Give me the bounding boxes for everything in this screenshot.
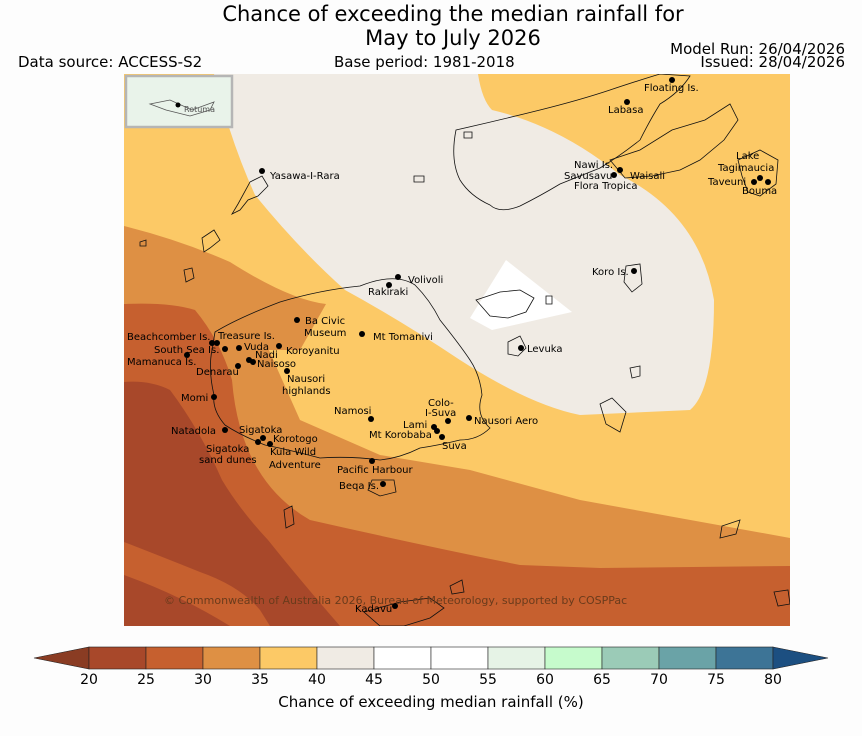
place-label: Kadavu — [355, 604, 392, 615]
probability-map: Rotuma — [124, 74, 790, 626]
colorbar-tick-label: 65 — [593, 672, 611, 688]
colorbar-tick-label: 20 — [80, 672, 98, 688]
colorbar-tick-label: 70 — [650, 672, 668, 688]
colorbar-tick-label: 45 — [365, 672, 383, 688]
colorbar-cell — [601, 646, 660, 670]
place-label: Museum — [304, 328, 346, 339]
rotuma-inset — [124, 74, 234, 129]
place-label: Nausori — [287, 374, 325, 385]
place-label: Korotogo — [273, 434, 318, 445]
colorbar-cells — [88, 646, 774, 670]
title-line-2: May to July 2026 — [365, 26, 541, 50]
rotuma-label: Rotuma — [184, 105, 215, 114]
colorbar-cell — [145, 646, 204, 670]
place-label: Koro Is. — [592, 267, 629, 278]
colorbar-tick-label: 80 — [764, 672, 782, 688]
place-label: Natadola — [171, 426, 216, 437]
colorbar-cell — [658, 646, 717, 670]
colorbar-tick-label: 40 — [308, 672, 326, 688]
colorbar-cell — [715, 646, 774, 670]
place-label: Floating Is. — [644, 83, 699, 94]
place-label: Beachcomber Is. — [127, 332, 210, 343]
place-label: Rakiraki — [368, 287, 408, 298]
place-label: highlands — [282, 386, 331, 397]
colorbar-tick-label: 35 — [251, 672, 269, 688]
place-label: Sigatoka — [239, 425, 282, 436]
colorbar-cell — [259, 646, 318, 670]
colorbar-tick-label: 25 — [137, 672, 155, 688]
place-label: Flora Tropica — [574, 181, 637, 192]
place-label: Mamanuca Is. — [127, 357, 196, 368]
colorbar-cell — [544, 646, 603, 670]
band-40-45 — [214, 74, 714, 415]
colorbar-cell — [487, 646, 546, 670]
place-label: Vuda — [244, 342, 269, 353]
place-label: Naisoso — [257, 359, 296, 370]
model-run: Model Run: 26/04/2026 — [670, 40, 845, 58]
place-label: Nausori Aero — [474, 416, 538, 427]
colorbar-tick-label: 55 — [479, 672, 497, 688]
place-label: Lami — [403, 420, 427, 431]
colorbar-tick-label: 60 — [536, 672, 554, 688]
place-label: Tagimaucia — [717, 163, 774, 174]
colorbar-label: Chance of exceeding median rainfall (%) — [278, 693, 584, 711]
place-label: Mt Korobaba — [369, 430, 432, 441]
station-markers — [184, 77, 771, 609]
colorbar-over-arrow — [772, 646, 829, 670]
chart-title: Chance of exceeding the median rainfall … — [0, 2, 862, 50]
place-label: Levuka — [527, 344, 563, 355]
place-label: Namosi — [334, 406, 371, 417]
coastlines — [139, 74, 790, 626]
place-label: Pacific Harbour — [337, 465, 414, 476]
place-label: I-Suva — [425, 408, 456, 419]
place-label: Nawi Is. — [574, 160, 613, 171]
place-label: Nadi — [255, 350, 278, 361]
colorbar-cell — [430, 646, 489, 670]
place-label: Yasawa-I-Rara — [269, 171, 340, 182]
place-label: Labasa — [608, 105, 644, 116]
colorbar — [33, 646, 829, 670]
place-label: Beqa Is. — [339, 481, 379, 492]
colorbar-tick-label: 75 — [707, 672, 725, 688]
place-label: Volivoli — [408, 275, 443, 286]
place-label: Lake — [736, 151, 759, 162]
band-25-30 — [124, 303, 790, 626]
place-label: Bouma — [742, 186, 777, 197]
band-20-25-south — [124, 575, 230, 626]
place-label: Adventure — [269, 460, 321, 471]
place-labels: Floating Is. Labasa Yasawa-I-Rara Nawi I… — [127, 83, 777, 615]
colorbar-cell — [88, 646, 147, 670]
place-label: sand dunes — [199, 455, 257, 466]
place-label: South Sea Is. — [154, 345, 219, 356]
colorbar-cell — [373, 646, 432, 670]
place-label: Denarau — [196, 367, 239, 378]
place-label: Koroyanitu — [286, 346, 340, 357]
place-label: Ba Civic — [305, 316, 345, 327]
colorbar-under-arrow — [33, 646, 90, 670]
copyright-notice: © Commonwealth of Australia 2026, Bureau… — [164, 594, 627, 607]
band-45-50 — [470, 260, 572, 330]
colorbar-tick-label: 50 — [422, 672, 440, 688]
rotuma-marker — [175, 102, 181, 108]
place-label: Mt Tomanivi — [373, 332, 433, 343]
data-source: Data source: ACCESS-S2 — [18, 53, 203, 71]
place-label: Taveuni — [707, 177, 746, 188]
base-period: Base period: 1981-2018 — [334, 53, 515, 71]
place-label: Momi — [181, 393, 208, 404]
colorbar-cell — [316, 646, 375, 670]
rotuma-outline — [148, 99, 215, 117]
place-label: Sigatoka — [206, 444, 249, 455]
place-label: Colo- — [428, 398, 454, 409]
place-label: Savusavu — [564, 171, 612, 182]
place-label: Kula Wild — [270, 447, 316, 458]
colorbar-cell — [202, 646, 261, 670]
place-label: Waisali — [630, 171, 665, 182]
issued-date: Issued: 28/04/2026 — [700, 53, 845, 71]
place-label: Treasure Is. — [217, 331, 275, 342]
colorbar-tick-label: 30 — [194, 672, 212, 688]
place-label: Suva — [442, 441, 467, 452]
title-line-1: Chance of exceeding the median rainfall … — [222, 2, 684, 26]
